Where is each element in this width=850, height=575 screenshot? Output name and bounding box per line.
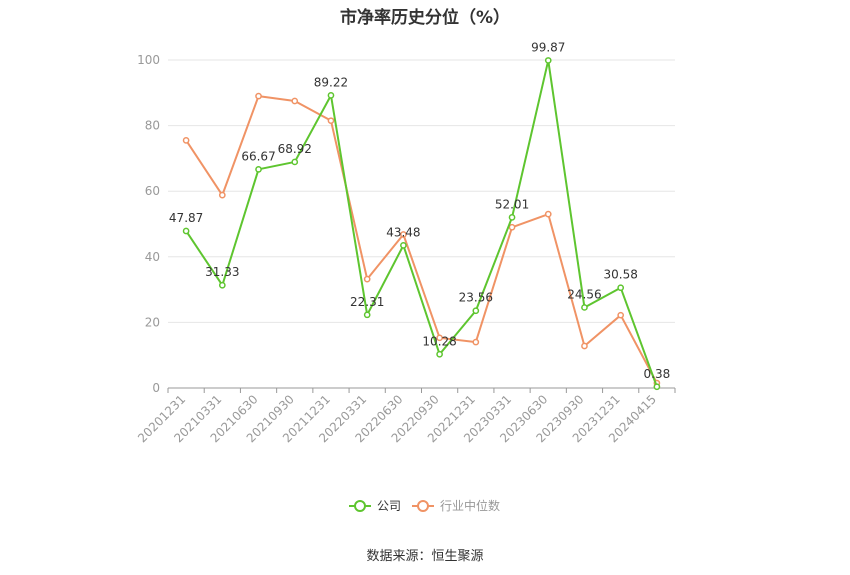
- series-line-1: [185, 95, 658, 384]
- data-label: 43.48: [386, 225, 420, 239]
- data-label: 89.22: [314, 75, 348, 89]
- data-label: 10.28: [422, 334, 456, 348]
- data-point: [653, 383, 661, 391]
- x-axis: 2020123120210331202106302021093020211231…: [135, 387, 676, 445]
- series-layer: [182, 57, 661, 391]
- data-point: [508, 214, 516, 221]
- data-point: [400, 231, 407, 238]
- data-point: [255, 92, 262, 100]
- data-label: 30.58: [603, 268, 637, 282]
- data-label: 22.31: [350, 295, 384, 309]
- legend-label: 公司: [377, 499, 401, 513]
- data-point: [581, 304, 588, 311]
- grid-lines: 0 20 40 60 80 100: [137, 53, 675, 395]
- data-label: 23.56: [459, 291, 493, 305]
- series-line-0: [185, 59, 658, 388]
- legend-label: 行业中位数: [440, 498, 500, 513]
- data-point: [544, 57, 552, 64]
- data-label: 52.01: [495, 197, 529, 211]
- data-point: [363, 275, 371, 283]
- data-point: [508, 223, 516, 231]
- data-point: [436, 334, 443, 342]
- data-point: [472, 338, 480, 346]
- y-tick-label: 40: [145, 250, 160, 264]
- y-tick-label: 60: [145, 184, 160, 198]
- data-label: 0.38: [644, 367, 671, 381]
- data-point: [436, 350, 443, 358]
- data-point: [327, 117, 335, 125]
- legend-marker: [417, 500, 429, 512]
- data-label: 31.33: [205, 265, 239, 279]
- data-label: 68.92: [278, 142, 312, 156]
- y-tick-label: 20: [145, 315, 160, 329]
- data-point: [617, 284, 625, 292]
- data-point: [291, 158, 299, 166]
- legend-marker: [354, 500, 366, 512]
- data-label: 47.87: [169, 211, 203, 225]
- data-label: 24.56: [567, 287, 601, 301]
- data-point: [291, 97, 299, 105]
- source-note: 数据来源：恒生聚源: [366, 549, 484, 564]
- data-point: [400, 242, 407, 249]
- data-label: 66.67: [241, 149, 275, 163]
- data-point: [218, 191, 226, 199]
- y-tick-label: 100: [137, 53, 160, 67]
- data-point: [182, 227, 190, 235]
- data-point: [472, 307, 480, 315]
- y-tick-label: 0: [152, 381, 160, 395]
- data-point: [327, 92, 335, 99]
- legend[interactable]: 公司 行业中位数: [349, 498, 500, 513]
- data-point: [581, 342, 588, 350]
- data-point: [544, 210, 552, 218]
- data-label: 99.87: [531, 40, 565, 54]
- data-point: [363, 311, 371, 319]
- data-point: [255, 165, 262, 173]
- data-point: [218, 281, 226, 289]
- data-point: [182, 137, 190, 144]
- y-tick-label: 80: [145, 119, 160, 133]
- chart-title: 市净率历史分位（%）: [339, 8, 511, 28]
- data-point: [617, 311, 625, 319]
